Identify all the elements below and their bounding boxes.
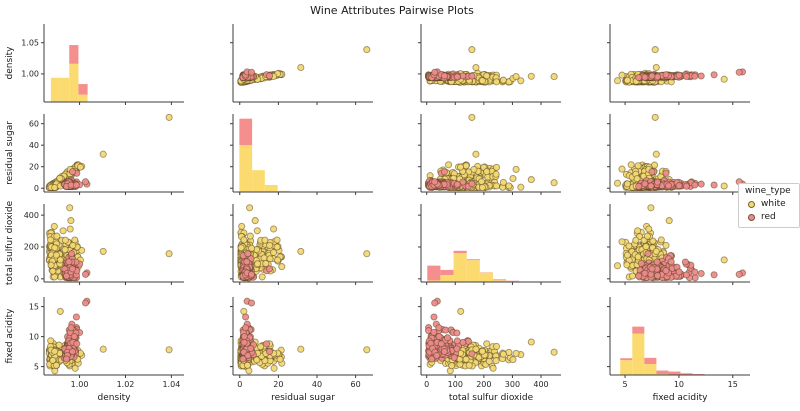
hist-density: 1.00 1.05 density xyxy=(5,24,184,105)
x-tick-label: 300 xyxy=(505,380,520,389)
y-axis-label-total_sulfur_dioxide: total sulfur dioxide xyxy=(5,200,15,285)
chart-title: Wine Attributes Pairwise Plots xyxy=(0,4,784,17)
y-tick-label: 200 xyxy=(24,243,39,252)
y-tick-label: 1.00 xyxy=(21,70,39,79)
red-marker-icon xyxy=(748,214,755,221)
y-axis-label-residual_sugar: residual sugar xyxy=(5,121,15,185)
subplot-total_sulfur_dioxide-vs-density: 0 200 400 total sulfur dioxide xyxy=(5,200,184,285)
y-tick-label: 20 xyxy=(29,162,39,171)
legend-label-red: red xyxy=(761,212,776,222)
hist-total_sulfur_dioxide xyxy=(418,204,561,285)
y-tick-label: 5 xyxy=(34,362,39,371)
x-tick-label: 400 xyxy=(533,380,548,389)
x-tick-label: 60 xyxy=(351,380,361,389)
y-tick-label: 0 xyxy=(34,275,39,284)
subplot-density-vs-total_sulfur_dioxide xyxy=(418,24,561,105)
legend-title: wine_type xyxy=(745,186,791,196)
x-tick-label: 0 xyxy=(237,380,242,389)
subplot-density-vs-fixed_acidity xyxy=(607,24,750,105)
y-tick-label: 40 xyxy=(29,141,39,150)
hist-residual_sugar xyxy=(230,114,373,195)
y-axis-label-density: density xyxy=(5,46,15,80)
y-tick-label: 15 xyxy=(29,302,39,311)
y-tick-label: 0 xyxy=(34,184,39,193)
x-axis-label-total_sulfur_dioxide: total sulfur dioxide xyxy=(449,393,534,403)
subplot-total_sulfur_dioxide-vs-residual_sugar xyxy=(230,204,373,285)
y-tick-label: 400 xyxy=(24,211,39,220)
x-tick-label: 5 xyxy=(623,380,628,389)
x-tick-label: 1.00 xyxy=(71,380,89,389)
subplot-fixed_acidity-vs-total_sulfur_dioxide: 0 100 200 300 400 total sulfur dioxide xyxy=(418,297,561,403)
subplot-residual_sugar-vs-total_sulfur_dioxide xyxy=(418,114,561,195)
x-tick-label: 0 xyxy=(424,380,429,389)
y-tick-label: 10 xyxy=(29,332,39,341)
x-tick-label: 200 xyxy=(476,380,491,389)
subplot-density-vs-residual_sugar xyxy=(230,24,373,105)
hist-fixed_acidity: 5 10 15 fixed acidity xyxy=(607,297,750,403)
legend-entry-red: red xyxy=(745,212,791,222)
x-tick-label: 40 xyxy=(312,380,322,389)
subplot-residual_sugar-vs-fixed_acidity xyxy=(607,114,750,195)
subplot-residual_sugar-vs-density: 0 20 40 60 residual sugar xyxy=(5,114,184,195)
x-tick-label: 1.04 xyxy=(162,380,180,389)
x-axis-label-density: density xyxy=(98,393,132,403)
subplot-fixed_acidity-vs-residual_sugar: 0 20 40 60 residual sugar xyxy=(230,297,373,403)
y-tick-label: 1.05 xyxy=(21,38,39,47)
subplot-fixed_acidity-vs-density: 1.00 1.02 1.04 5 10 15 density fixed acidity xyxy=(5,297,184,403)
x-axis-label-fixed_acidity: fixed acidity xyxy=(653,393,709,403)
legend: wine_type white red xyxy=(738,183,800,228)
x-tick-label: 15 xyxy=(728,380,738,389)
x-tick-label: 100 xyxy=(448,380,463,389)
x-tick-label: 1.02 xyxy=(117,380,135,389)
white-marker-icon xyxy=(748,201,755,208)
x-axis-label-residual_sugar: residual sugar xyxy=(271,393,335,403)
y-tick-label: 60 xyxy=(29,119,39,128)
x-tick-label: 20 xyxy=(273,380,283,389)
y-axis-label-fixed_acidity: fixed acidity xyxy=(5,308,15,364)
subplot-total_sulfur_dioxide-vs-fixed_acidity xyxy=(607,204,750,285)
x-tick-label: 10 xyxy=(674,380,684,389)
legend-entry-white: white xyxy=(745,199,791,209)
legend-label-white: white xyxy=(761,199,786,209)
